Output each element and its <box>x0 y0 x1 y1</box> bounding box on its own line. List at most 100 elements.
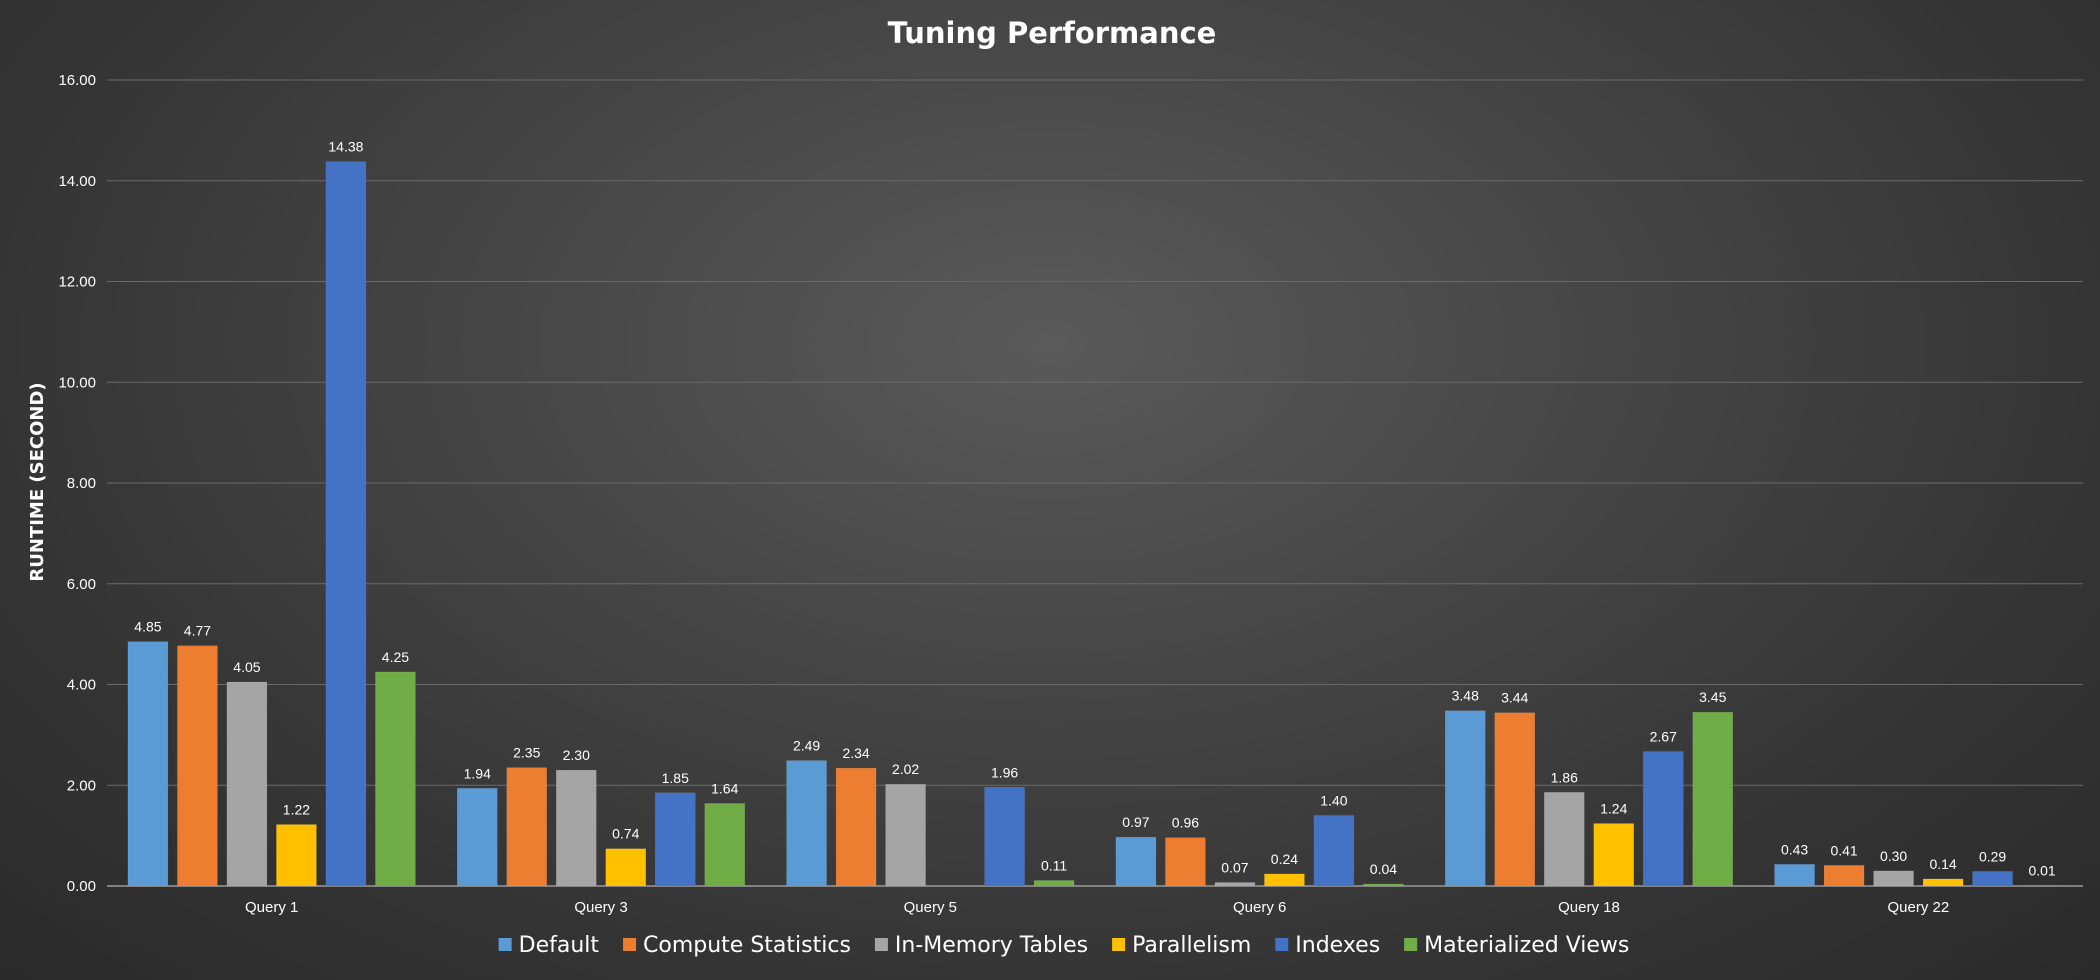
data-label: 0.30 <box>1880 848 1907 864</box>
data-label: 2.30 <box>563 747 590 763</box>
data-label: 0.97 <box>1122 814 1149 830</box>
data-label: 4.85 <box>134 619 161 635</box>
legend-swatch <box>498 938 512 951</box>
data-label: 2.34 <box>842 745 869 761</box>
y-tick-label: 16.00 <box>58 72 96 89</box>
bar-indexes-query-5 <box>984 787 1025 887</box>
bar-materialized-views-query-18 <box>1692 711 1733 887</box>
bar-parallelism-query-3 <box>605 848 646 887</box>
legend-swatch <box>623 938 637 951</box>
bar-parallelism-query-22 <box>1922 878 1964 887</box>
data-label: 4.77 <box>184 623 211 639</box>
data-label: 1.24 <box>1600 801 1627 817</box>
data-label: 14.38 <box>328 139 363 155</box>
data-label: 2.67 <box>1650 728 1677 744</box>
bar-compute-statistics-query-22 <box>1823 865 1865 887</box>
legend-swatch <box>1112 938 1126 951</box>
bar-default-query-5 <box>786 760 827 887</box>
x-tick-label: Query 22 <box>1887 899 1949 916</box>
bar-compute-statistics-query-18 <box>1494 712 1535 887</box>
bar-materialized-views-query-6 <box>1363 883 1404 887</box>
data-label: 2.02 <box>892 761 919 777</box>
bar-default-query-3 <box>457 788 498 887</box>
data-label: 0.14 <box>1929 856 1956 872</box>
data-label: 1.85 <box>662 770 689 786</box>
y-tick-label: 4.00 <box>67 677 96 694</box>
data-label: 0.74 <box>612 826 639 842</box>
data-label: 1.22 <box>283 802 310 818</box>
data-label: 0.01 <box>2028 862 2055 878</box>
y-tick-label: 2.00 <box>67 777 96 794</box>
bar-materialized-views-query-1 <box>375 671 416 887</box>
legend-item-label: Indexes <box>1295 933 1380 958</box>
legend: Default Compute Statistics In-Memory Table… <box>498 933 1629 958</box>
legend-item-label: Materialized Views <box>1424 933 1629 958</box>
bar-in-memory-tables-query-6 <box>1214 882 1256 887</box>
y-tick-label: 0.00 <box>67 878 96 895</box>
gridlines <box>107 79 2083 887</box>
data-label: 3.45 <box>1699 689 1726 705</box>
bar-indexes-query-6 <box>1313 815 1355 887</box>
bars <box>127 161 2063 887</box>
bar-indexes-query-3 <box>655 792 696 887</box>
x-tick-label: Query 5 <box>904 899 957 916</box>
data-label: 0.41 <box>1830 842 1857 858</box>
data-label: 0.96 <box>1172 815 1199 831</box>
bar-default-query-18 <box>1445 710 1486 887</box>
data-label: 4.25 <box>382 649 409 665</box>
data-label: 0.07 <box>1221 859 1248 875</box>
data-label: 1.94 <box>464 765 491 781</box>
legend-item-label: In-Memory Tables <box>895 933 1088 958</box>
bar-parallelism-query-18 <box>1593 823 1634 887</box>
data-label: 1.64 <box>711 780 738 796</box>
bar-compute-statistics-query-6 <box>1165 837 1206 887</box>
bar-default-query-6 <box>1115 836 1157 887</box>
y-tick-label: 10.00 <box>58 374 96 391</box>
bar-indexes-query-18 <box>1643 751 1684 887</box>
data-label: 1.86 <box>1551 769 1578 785</box>
bar-compute-statistics-query-3 <box>506 767 547 887</box>
legend-swatch <box>874 938 888 951</box>
bar-compute-statistics-query-1 <box>177 645 218 887</box>
data-label: 1.96 <box>991 764 1018 780</box>
bar-default-query-22 <box>1774 864 1815 887</box>
y-tick-label: 12.00 <box>58 274 96 291</box>
data-label: 0.11 <box>1041 857 1067 873</box>
data-labels: 4.85 4.77 4.05 1.22 14.38 4.25 1.94 2.35 2.30 0.7… <box>134 139 2056 879</box>
bar-in-memory-tables-query-3 <box>556 769 597 887</box>
bar-in-memory-tables-query-5 <box>885 783 926 887</box>
legend-swatch <box>1404 938 1418 951</box>
data-label: 0.24 <box>1271 851 1298 867</box>
bar-in-memory-tables-query-1 <box>226 681 268 887</box>
data-label: 3.48 <box>1452 688 1479 704</box>
data-label: 2.49 <box>793 738 820 754</box>
y-axis-ticks: 0.00 2.00 4.00 6.00 8.00 10.00 12.00 14.00 16.00 <box>58 72 96 895</box>
data-label: 2.35 <box>513 745 540 761</box>
y-tick-label: 14.00 <box>58 173 96 190</box>
legend-swatch <box>1275 938 1289 951</box>
x-tick-label: Query 6 <box>1233 899 1286 916</box>
y-tick-label: 6.00 <box>67 576 96 593</box>
x-tick-label: Query 3 <box>574 899 627 916</box>
bar-parallelism-query-6 <box>1264 873 1305 887</box>
data-label: 1.40 <box>1320 792 1347 808</box>
data-label: 0.29 <box>1979 848 2006 864</box>
bar-in-memory-tables-query-18 <box>1544 792 1585 887</box>
bar-materialized-views-query-3 <box>704 803 745 887</box>
y-tick-label: 8.00 <box>67 475 96 492</box>
bar-compute-statistics-query-5 <box>835 767 877 887</box>
x-tick-label: Query 1 <box>245 899 298 916</box>
bar-parallelism-query-1 <box>276 824 317 887</box>
bar-default-query-1 <box>127 641 169 887</box>
data-label: 0.04 <box>1370 861 1397 877</box>
x-axis-ticks: Query 1 Query 3 Query 5 Query 6 Query 18 Quer… <box>245 899 1949 916</box>
data-label: 4.05 <box>233 659 260 675</box>
bar-indexes-query-22 <box>1972 871 2013 887</box>
legend-item-label: Compute Statistics <box>643 933 851 958</box>
chart-title: Tuning Performance <box>888 16 1217 50</box>
bar-indexes-query-1 <box>325 161 367 887</box>
data-label: 0.43 <box>1781 841 1808 857</box>
legend-item-label: Default <box>519 933 600 958</box>
